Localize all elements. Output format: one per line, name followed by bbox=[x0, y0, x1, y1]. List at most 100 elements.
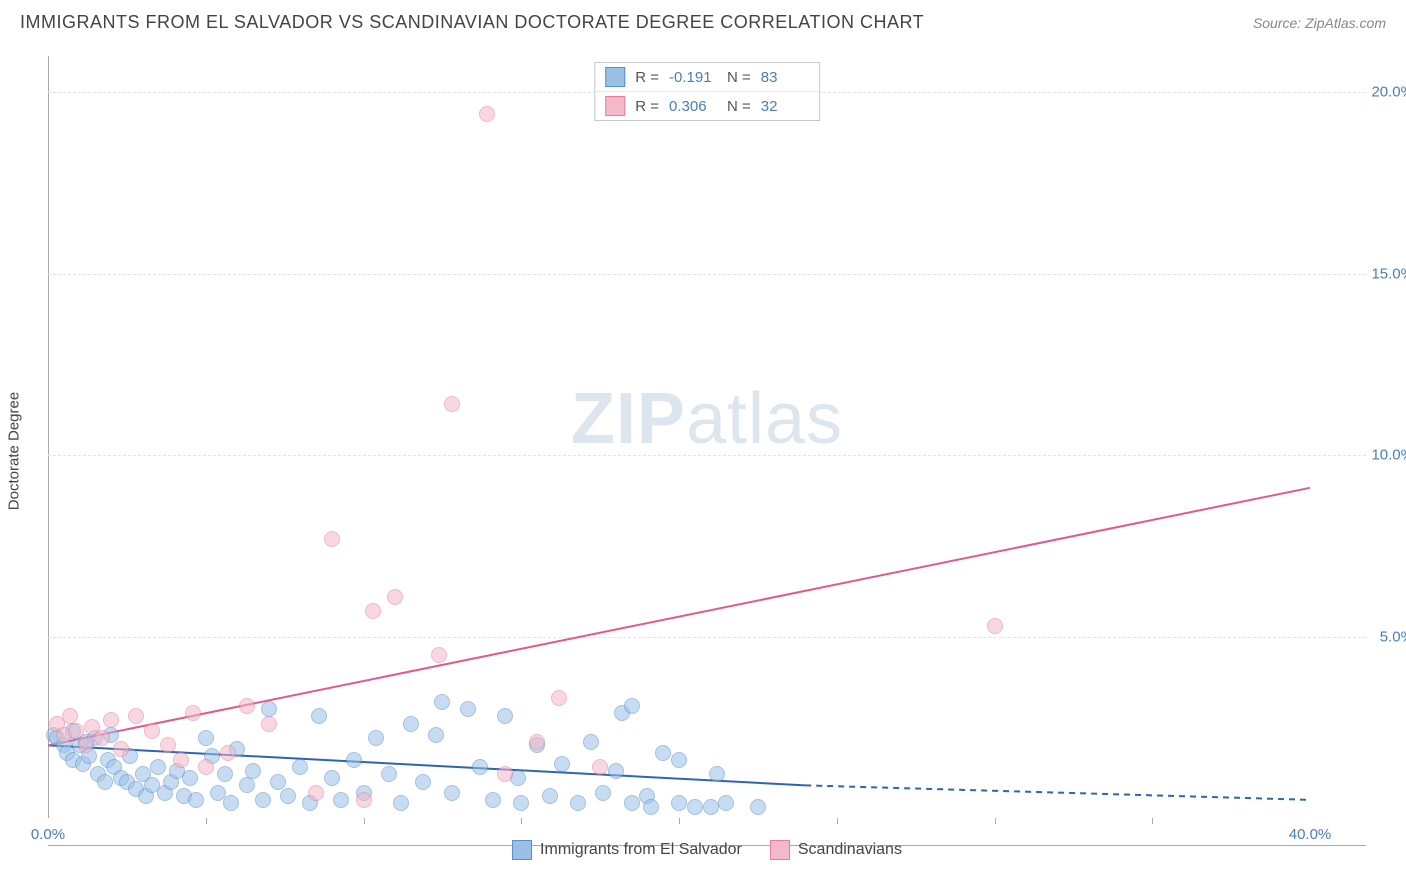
n-value: 32 bbox=[761, 98, 809, 115]
y-tick-label: 20.0% bbox=[1371, 84, 1406, 101]
data-point bbox=[551, 690, 567, 706]
data-point bbox=[497, 766, 513, 782]
data-point bbox=[709, 766, 725, 782]
legend-row: R =-0.191N =83 bbox=[595, 63, 819, 91]
data-point bbox=[671, 752, 687, 768]
legend-item: Scandinavians bbox=[770, 840, 902, 860]
data-point bbox=[365, 603, 381, 619]
data-point bbox=[324, 531, 340, 547]
data-point bbox=[198, 730, 214, 746]
data-point bbox=[570, 795, 586, 811]
data-point bbox=[542, 788, 558, 804]
x-tick-label: 40.0% bbox=[1289, 826, 1332, 872]
data-point bbox=[608, 763, 624, 779]
data-point bbox=[513, 795, 529, 811]
data-point bbox=[381, 766, 397, 782]
data-point bbox=[554, 756, 570, 772]
data-point bbox=[160, 737, 176, 753]
y-tick-label: 15.0% bbox=[1371, 265, 1406, 282]
y-tick-label: 5.0% bbox=[1380, 628, 1406, 645]
r-label: R = bbox=[635, 69, 659, 86]
data-point bbox=[624, 795, 640, 811]
n-value: 83 bbox=[761, 69, 809, 86]
data-point bbox=[292, 759, 308, 775]
data-point bbox=[460, 701, 476, 717]
data-point bbox=[255, 792, 271, 808]
r-value: 0.306 bbox=[669, 98, 717, 115]
n-label: N = bbox=[727, 98, 751, 115]
data-point bbox=[245, 763, 261, 779]
data-point bbox=[94, 730, 110, 746]
legend-item: Immigrants from El Salvador bbox=[512, 840, 742, 860]
legend-row: R = 0.306 N = 32 bbox=[595, 91, 819, 120]
x-minor-tick bbox=[1152, 818, 1153, 824]
data-point bbox=[671, 795, 687, 811]
data-point bbox=[185, 705, 201, 721]
data-point bbox=[497, 708, 513, 724]
data-point bbox=[624, 698, 640, 714]
data-point bbox=[333, 792, 349, 808]
legend-label: Scandinavians bbox=[798, 841, 902, 859]
data-point bbox=[393, 795, 409, 811]
trend-lines bbox=[48, 56, 1366, 846]
data-point bbox=[703, 799, 719, 815]
x-minor-tick bbox=[206, 818, 207, 824]
data-point bbox=[261, 716, 277, 732]
data-point bbox=[113, 741, 129, 757]
data-point bbox=[592, 759, 608, 775]
legend-label: Immigrants from El Salvador bbox=[540, 841, 742, 859]
data-point bbox=[346, 752, 362, 768]
watermark: ZIPatlas bbox=[571, 378, 843, 460]
data-point bbox=[415, 774, 431, 790]
data-point bbox=[270, 774, 286, 790]
data-point bbox=[188, 792, 204, 808]
data-point bbox=[150, 759, 166, 775]
data-point bbox=[239, 777, 255, 793]
data-point bbox=[485, 792, 501, 808]
data-point bbox=[97, 774, 113, 790]
data-point bbox=[444, 785, 460, 801]
data-point bbox=[223, 795, 239, 811]
data-point bbox=[103, 712, 119, 728]
r-label: R = bbox=[635, 98, 659, 115]
data-point bbox=[356, 792, 372, 808]
data-point bbox=[68, 723, 84, 739]
data-point bbox=[687, 799, 703, 815]
data-point bbox=[472, 759, 488, 775]
gridline bbox=[48, 274, 1366, 275]
data-point bbox=[217, 766, 233, 782]
data-point bbox=[583, 734, 599, 750]
data-point bbox=[479, 106, 495, 122]
data-point bbox=[198, 759, 214, 775]
data-point bbox=[368, 730, 384, 746]
x-minor-tick bbox=[995, 818, 996, 824]
legend-swatch bbox=[605, 67, 625, 87]
legend-swatch bbox=[605, 96, 625, 116]
y-axis-line bbox=[48, 56, 49, 818]
r-value: -0.191 bbox=[669, 69, 717, 86]
data-point bbox=[718, 795, 734, 811]
legend-swatch bbox=[512, 840, 532, 860]
data-point bbox=[182, 770, 198, 786]
data-point bbox=[431, 647, 447, 663]
data-point bbox=[239, 698, 255, 714]
x-tick-label: 0.0% bbox=[31, 826, 65, 872]
data-point bbox=[173, 752, 189, 768]
data-point bbox=[128, 708, 144, 724]
data-point bbox=[78, 737, 94, 753]
chart-area: Doctorate Degree 5.0%10.0%15.0%20.0% 0.0… bbox=[48, 56, 1366, 846]
data-point bbox=[280, 788, 296, 804]
data-point bbox=[220, 745, 236, 761]
data-point bbox=[529, 734, 545, 750]
data-point bbox=[403, 716, 419, 732]
data-point bbox=[324, 770, 340, 786]
data-point bbox=[308, 785, 324, 801]
data-point bbox=[655, 745, 671, 761]
data-point bbox=[595, 785, 611, 801]
data-point bbox=[643, 799, 659, 815]
chart-title: IMMIGRANTS FROM EL SALVADOR VS SCANDINAV… bbox=[20, 12, 924, 33]
series-legend: Immigrants from El Salvador Scandinavians bbox=[512, 824, 902, 876]
legend-swatch bbox=[770, 840, 790, 860]
data-point bbox=[434, 694, 450, 710]
correlation-legend: R = -0.191 N = 83 R = 0.306 N = 32 bbox=[594, 62, 820, 121]
